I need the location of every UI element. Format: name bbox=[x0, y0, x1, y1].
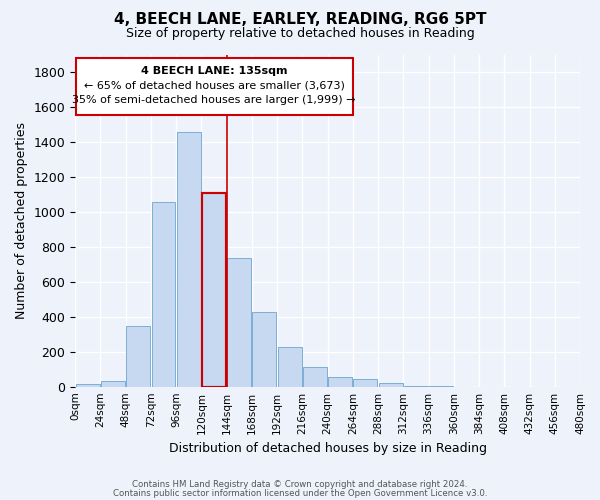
Bar bbox=[328, 377, 352, 386]
FancyBboxPatch shape bbox=[76, 58, 353, 115]
Text: ← 65% of detached houses are smaller (3,673): ← 65% of detached houses are smaller (3,… bbox=[84, 80, 344, 90]
Bar bbox=[353, 379, 377, 386]
Bar bbox=[202, 193, 226, 386]
Y-axis label: Number of detached properties: Number of detached properties bbox=[15, 122, 28, 320]
Bar bbox=[126, 326, 150, 386]
Text: 4 BEECH LANE: 135sqm: 4 BEECH LANE: 135sqm bbox=[141, 66, 287, 76]
X-axis label: Distribution of detached houses by size in Reading: Distribution of detached houses by size … bbox=[169, 442, 487, 455]
Bar bbox=[202, 193, 226, 386]
Bar bbox=[253, 312, 277, 386]
Bar bbox=[177, 132, 201, 386]
Text: 35% of semi-detached houses are larger (1,999) →: 35% of semi-detached houses are larger (… bbox=[73, 95, 356, 105]
Bar bbox=[76, 384, 100, 386]
Text: 4, BEECH LANE, EARLEY, READING, RG6 5PT: 4, BEECH LANE, EARLEY, READING, RG6 5PT bbox=[114, 12, 486, 28]
Bar bbox=[278, 348, 302, 387]
Text: Size of property relative to detached houses in Reading: Size of property relative to detached ho… bbox=[125, 28, 475, 40]
Bar bbox=[303, 368, 327, 386]
Bar bbox=[152, 202, 175, 386]
Text: Contains HM Land Registry data © Crown copyright and database right 2024.: Contains HM Land Registry data © Crown c… bbox=[132, 480, 468, 489]
Bar bbox=[101, 382, 125, 386]
Bar bbox=[227, 258, 251, 386]
Bar bbox=[379, 383, 403, 386]
Text: Contains public sector information licensed under the Open Government Licence v3: Contains public sector information licen… bbox=[113, 488, 487, 498]
